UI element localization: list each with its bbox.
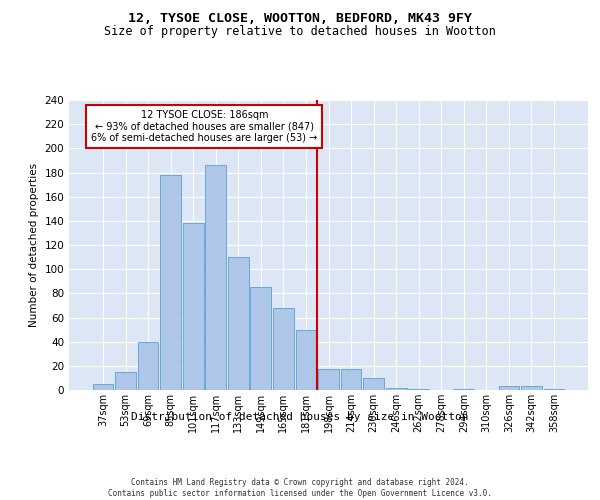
Text: Size of property relative to detached houses in Wootton: Size of property relative to detached ho…	[104, 25, 496, 38]
Bar	[228, 257, 248, 390]
Bar	[160, 175, 181, 390]
Text: Distribution of detached houses by size in Wootton: Distribution of detached houses by size …	[131, 412, 469, 422]
Text: 12, TYSOE CLOSE, WOOTTON, BEDFORD, MK43 9FY: 12, TYSOE CLOSE, WOOTTON, BEDFORD, MK43 …	[128, 12, 472, 26]
Bar	[273, 308, 294, 390]
Bar	[544, 389, 565, 390]
Text: 12 TYSOE CLOSE: 186sqm
← 93% of detached houses are smaller (847)
6% of semi-det: 12 TYSOE CLOSE: 186sqm ← 93% of detached…	[91, 110, 317, 143]
Bar	[318, 370, 339, 390]
Y-axis label: Number of detached properties: Number of detached properties	[29, 163, 39, 327]
Bar	[386, 388, 407, 390]
Bar	[250, 288, 271, 390]
Bar	[115, 372, 136, 390]
Bar	[454, 389, 474, 390]
Bar	[92, 384, 113, 390]
Bar	[183, 223, 203, 390]
Text: Contains HM Land Registry data © Crown copyright and database right 2024.
Contai: Contains HM Land Registry data © Crown c…	[108, 478, 492, 498]
Bar	[363, 378, 384, 390]
Bar	[137, 342, 158, 390]
Bar	[409, 389, 429, 390]
Bar	[499, 386, 520, 390]
Bar	[341, 370, 361, 390]
Bar	[296, 330, 316, 390]
Bar	[205, 166, 226, 390]
Bar	[521, 386, 542, 390]
